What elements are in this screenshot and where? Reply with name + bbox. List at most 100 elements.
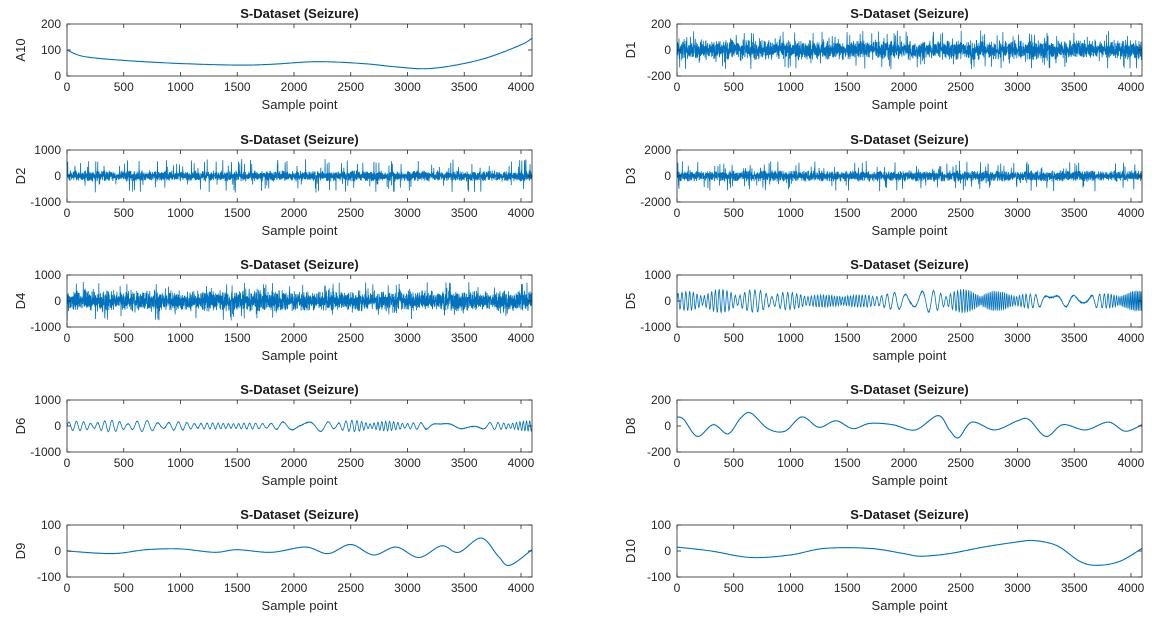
y-tick-label: -2000 — [640, 195, 671, 209]
y-tick-label: -100 — [647, 570, 671, 584]
y-tick-label: 0 — [54, 294, 61, 308]
y-tick-label: -1000 — [640, 320, 671, 334]
y-axis-label: D9 — [13, 543, 28, 560]
y-tick-label: 2000 — [644, 143, 671, 157]
x-tick-label: 500 — [724, 206, 744, 220]
x-tick-label: 2000 — [891, 206, 918, 220]
x-tick-label: 500 — [114, 206, 134, 220]
x-tick-label: 500 — [114, 456, 134, 470]
y-tick-label: 0 — [664, 169, 671, 183]
x-tick-label: 1000 — [167, 331, 194, 345]
subplot-title: S-Dataset (Seizure) — [850, 507, 968, 522]
series-line-a10-0 — [67, 37, 532, 70]
y-tick-label: -200 — [647, 69, 671, 83]
x-tick-label: 3000 — [394, 456, 421, 470]
x-tick-label: 3500 — [451, 581, 478, 595]
x-tick-label: 2500 — [337, 80, 364, 94]
x-axis-label: sample point — [873, 348, 947, 363]
x-tick-label: 3500 — [1061, 331, 1088, 345]
x-tick-label: 1000 — [777, 331, 804, 345]
x-tick-label: 4000 — [508, 331, 535, 345]
y-tick-label: 0 — [664, 544, 671, 558]
x-tick-label: 2000 — [281, 80, 308, 94]
subplot-d1: 0 500 1000 1500 2000 2500 3000 3500 4000-2000200… — [623, 6, 1145, 112]
x-tick-label: 0 — [674, 80, 681, 94]
x-tick-label: 4000 — [1118, 80, 1145, 94]
x-tick-label: 0 — [64, 206, 71, 220]
x-tick-label: 2000 — [891, 80, 918, 94]
y-tick-label: 200 — [651, 17, 671, 31]
x-axis-label: Sample point — [262, 223, 338, 238]
x-axis-label: Sample point — [262, 473, 338, 488]
x-tick-label: 0 — [674, 331, 681, 345]
y-tick-label: -1000 — [30, 445, 61, 459]
y-tick-label: 0 — [54, 169, 61, 183]
x-tick-label: 3500 — [1061, 80, 1088, 94]
x-tick-label: 3000 — [1004, 80, 1031, 94]
series-line-d5-0 — [677, 288, 1142, 314]
subplot-title: S-Dataset (Seizure) — [240, 6, 358, 21]
x-tick-label: 0 — [64, 456, 71, 470]
x-tick-label: 4000 — [508, 456, 535, 470]
subplot-d4: 0 500 1000 1500 2000 2500 3000 3500 4000-1000010… — [13, 257, 535, 363]
series-line-d3-0 — [677, 160, 1142, 192]
x-tick-label: 2000 — [891, 581, 918, 595]
plot-area — [67, 525, 532, 577]
x-tick-label: 1500 — [834, 456, 861, 470]
plot-area — [677, 525, 1142, 577]
x-tick-label: 4000 — [1118, 331, 1145, 345]
subplot-title: S-Dataset (Seizure) — [850, 382, 968, 397]
y-axis-label: D5 — [623, 293, 638, 310]
subplot-d2: 0 500 1000 1500 2000 2500 3000 3500 4000-1000010… — [13, 132, 535, 238]
y-tick-label: 1000 — [644, 268, 671, 282]
x-tick-label: 3000 — [394, 206, 421, 220]
y-axis-label: A10 — [13, 38, 28, 61]
x-tick-label: 2000 — [281, 331, 308, 345]
subplot-d10: 0 500 1000 1500 2000 2500 3000 3500 4000-1000100… — [623, 507, 1145, 613]
plot-area — [677, 400, 1142, 452]
x-tick-label: 1500 — [834, 581, 861, 595]
x-tick-label: 2500 — [947, 206, 974, 220]
x-tick-label: 1500 — [834, 206, 861, 220]
x-tick-label: 3500 — [1061, 581, 1088, 595]
series-line-d1-0 — [677, 30, 1142, 70]
y-tick-label: -1000 — [30, 320, 61, 334]
x-tick-label: 3500 — [1061, 456, 1088, 470]
x-tick-label: 3000 — [394, 80, 421, 94]
x-tick-label: 500 — [114, 331, 134, 345]
x-tick-label: 2000 — [891, 456, 918, 470]
series-line-d10-0 — [677, 539, 1142, 566]
subplot-d5: 0 500 1000 1500 2000 2500 3000 3500 4000-1000010… — [623, 257, 1145, 363]
x-axis-label: Sample point — [872, 473, 948, 488]
y-tick-label: 100 — [41, 43, 61, 57]
x-tick-label: 500 — [724, 581, 744, 595]
subplot-a10: 0 500 1000 1500 2000 2500 3000 3500 4000 0 100 200 S… — [13, 6, 535, 112]
x-tick-label: 0 — [674, 581, 681, 595]
x-tick-label: 1000 — [167, 206, 194, 220]
x-tick-label: 3000 — [1004, 456, 1031, 470]
x-tick-label: 3000 — [1004, 206, 1031, 220]
x-axis-label: Sample point — [262, 348, 338, 363]
x-tick-label: 1500 — [224, 206, 251, 220]
subplot-title: S-Dataset (Seizure) — [850, 257, 968, 272]
x-tick-label: 1500 — [224, 80, 251, 94]
x-tick-label: 0 — [674, 456, 681, 470]
y-axis-label: D1 — [623, 42, 638, 59]
x-tick-label: 1500 — [224, 581, 251, 595]
x-tick-label: 500 — [724, 80, 744, 94]
x-tick-label: 2500 — [947, 80, 974, 94]
x-tick-label: 2500 — [337, 206, 364, 220]
x-tick-label: 0 — [64, 80, 71, 94]
x-tick-label: 0 — [64, 581, 71, 595]
y-tick-label: 1000 — [34, 268, 61, 282]
x-tick-label: 2500 — [337, 456, 364, 470]
x-tick-label: 2000 — [281, 206, 308, 220]
y-tick-label: 100 — [651, 518, 671, 532]
x-tick-label: 1500 — [224, 456, 251, 470]
x-tick-label: 4000 — [508, 206, 535, 220]
x-tick-label: 3500 — [451, 206, 478, 220]
x-tick-label: 3000 — [394, 581, 421, 595]
y-axis-label: D8 — [623, 418, 638, 435]
y-tick-label: 100 — [41, 518, 61, 532]
